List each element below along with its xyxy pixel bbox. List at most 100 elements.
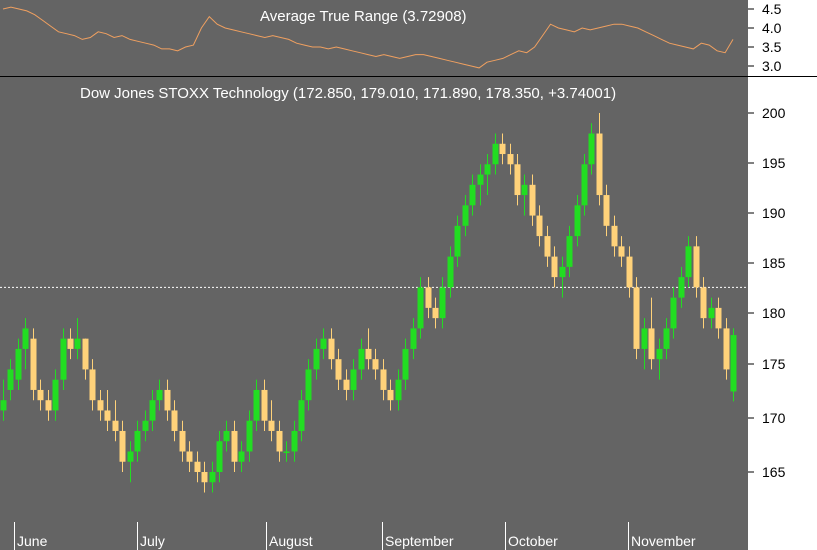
candle-body bbox=[82, 338, 89, 370]
candle-body bbox=[119, 430, 126, 462]
candle-body bbox=[15, 348, 22, 380]
candle-body bbox=[641, 328, 648, 349]
candle-body bbox=[22, 328, 29, 349]
candles-group bbox=[0, 113, 737, 493]
candle-body bbox=[209, 472, 216, 483]
candle-body bbox=[477, 174, 484, 185]
candle-body bbox=[432, 307, 439, 319]
candle-body bbox=[507, 154, 514, 165]
candle-body bbox=[171, 410, 178, 431]
candle-body bbox=[410, 328, 417, 349]
candle-body bbox=[313, 348, 320, 370]
candle-body bbox=[447, 256, 454, 288]
candle-body bbox=[164, 389, 171, 411]
candle-body bbox=[425, 287, 432, 308]
candle-body bbox=[186, 451, 193, 462]
atr-axis-panel bbox=[748, 0, 817, 76]
atr-y-axis: 4.5 4.0 3.5 3.0 bbox=[748, 1, 782, 74]
candle-body bbox=[246, 420, 253, 452]
candle-body bbox=[603, 195, 610, 226]
candle-body bbox=[45, 400, 52, 411]
candle-body bbox=[52, 379, 59, 411]
candle-body bbox=[417, 287, 424, 329]
candle-body bbox=[194, 461, 201, 472]
candle-body bbox=[715, 307, 722, 329]
atr-title: Average True Range (3.72908) bbox=[260, 8, 467, 25]
candle-body bbox=[335, 359, 342, 380]
month-label: August bbox=[269, 533, 313, 549]
price-tick-label: 170 bbox=[762, 410, 786, 426]
candle-body bbox=[514, 164, 521, 196]
candle-body bbox=[618, 246, 625, 257]
month-label: September bbox=[385, 533, 454, 549]
candle-body bbox=[104, 410, 111, 421]
candle-body bbox=[700, 287, 707, 319]
month-label: October bbox=[508, 533, 558, 549]
candle-body bbox=[462, 205, 469, 226]
candle-body bbox=[179, 430, 186, 452]
month-label: June bbox=[17, 533, 48, 549]
candle-body bbox=[328, 338, 335, 360]
candle-body bbox=[89, 369, 96, 401]
price-tick-label: 195 bbox=[762, 155, 786, 171]
price-title: Dow Jones STOXX Technology (172.850, 179… bbox=[80, 85, 616, 102]
candle-body bbox=[350, 369, 357, 390]
price-tick-label: 165 bbox=[762, 464, 786, 480]
candle-body bbox=[223, 430, 230, 442]
price-tick-label: 200 bbox=[762, 105, 786, 121]
candle-body bbox=[320, 338, 327, 349]
candle-body bbox=[372, 359, 379, 370]
candle-body bbox=[596, 133, 603, 196]
candle-body bbox=[678, 277, 685, 298]
candle-body bbox=[134, 430, 141, 452]
candle-body bbox=[529, 184, 536, 216]
candle-body bbox=[67, 338, 74, 349]
candle-body bbox=[268, 420, 275, 431]
candle-body bbox=[149, 400, 156, 421]
price-tick-label: 180 bbox=[762, 305, 786, 321]
candle-body bbox=[380, 369, 387, 390]
candle-body bbox=[276, 430, 283, 452]
candle-body bbox=[358, 348, 365, 370]
x-axis-panel bbox=[0, 522, 748, 550]
price-tick-label: 190 bbox=[762, 205, 786, 221]
candle-body bbox=[156, 389, 163, 401]
candle-body bbox=[492, 143, 499, 165]
candle-body bbox=[97, 400, 104, 411]
candle-body bbox=[663, 328, 670, 349]
candle-body bbox=[469, 184, 476, 206]
candle-body bbox=[387, 389, 394, 401]
atr-tick-label: 4.0 bbox=[762, 20, 782, 36]
candle-body bbox=[574, 205, 581, 237]
candle-body bbox=[298, 400, 305, 431]
candle-body bbox=[238, 451, 245, 462]
candle-body bbox=[216, 441, 223, 472]
candle-body bbox=[343, 379, 350, 390]
candle-body bbox=[551, 256, 558, 278]
price-tick-label: 185 bbox=[762, 255, 786, 271]
candle-body bbox=[291, 430, 298, 452]
candle-body bbox=[611, 225, 618, 247]
price-tick-label: 175 bbox=[762, 356, 786, 372]
candle-body bbox=[648, 328, 655, 360]
candle-body bbox=[30, 338, 37, 390]
candle-body bbox=[581, 164, 588, 206]
candle-body bbox=[7, 369, 14, 390]
x-axis: June July August September October Novem… bbox=[14, 522, 696, 550]
candle-body bbox=[670, 297, 677, 329]
month-label: July bbox=[140, 533, 165, 549]
candle-body bbox=[201, 472, 208, 483]
candle-body bbox=[142, 420, 149, 431]
candle-body bbox=[37, 389, 44, 401]
candle-body bbox=[693, 246, 700, 288]
candle-body bbox=[656, 348, 663, 360]
atr-line-group bbox=[2, 6, 734, 69]
candle-body bbox=[521, 184, 528, 196]
candle-body bbox=[439, 287, 446, 319]
atr-tick-label: 4.5 bbox=[762, 1, 782, 17]
candle-body bbox=[626, 256, 633, 288]
candle-body bbox=[536, 215, 543, 237]
candle-body bbox=[559, 266, 566, 278]
candle-body bbox=[305, 369, 312, 401]
